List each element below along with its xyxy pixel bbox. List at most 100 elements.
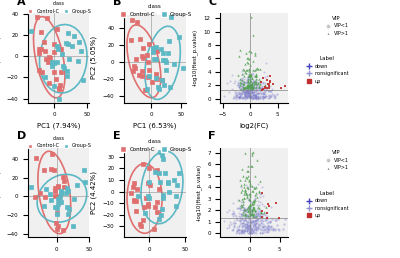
Point <box>251 227 257 231</box>
Point <box>237 94 244 98</box>
Point <box>250 212 256 216</box>
Point <box>226 208 232 212</box>
Point <box>260 80 266 85</box>
Point <box>248 91 254 95</box>
Point <box>249 86 256 91</box>
Point <box>249 80 256 84</box>
Point <box>246 225 252 229</box>
Point <box>140 46 146 50</box>
Point <box>254 214 261 218</box>
Point <box>257 67 264 71</box>
Point <box>258 221 264 225</box>
Point <box>244 91 251 95</box>
Point <box>257 85 263 90</box>
Point <box>145 202 152 206</box>
Point <box>227 79 233 83</box>
Point <box>262 80 268 85</box>
Point <box>249 201 255 206</box>
Point <box>236 83 243 87</box>
Point <box>140 205 147 209</box>
Point <box>258 94 265 99</box>
Point <box>243 224 250 228</box>
Point <box>251 90 257 94</box>
Text: F: F <box>208 131 216 141</box>
Point <box>248 95 254 99</box>
Point <box>252 192 258 197</box>
Point <box>248 204 255 208</box>
Point <box>239 221 246 225</box>
Point <box>248 84 254 88</box>
Point <box>241 74 247 78</box>
Point <box>252 93 258 97</box>
Point <box>245 95 252 99</box>
Point <box>265 226 272 230</box>
Point <box>154 49 160 53</box>
Point <box>267 84 273 88</box>
Point <box>246 179 253 183</box>
Point <box>245 174 252 178</box>
Point <box>241 224 247 228</box>
Point <box>240 85 247 89</box>
Point <box>242 91 248 95</box>
Point <box>255 212 261 216</box>
Point <box>230 96 236 100</box>
Point <box>146 68 152 72</box>
Point <box>250 219 256 223</box>
Point <box>246 94 252 98</box>
Point <box>237 78 243 82</box>
Point <box>233 93 240 97</box>
Point <box>243 96 250 100</box>
Point <box>245 85 252 89</box>
Point <box>245 74 252 78</box>
Point <box>74 59 81 63</box>
Point <box>247 223 254 227</box>
Point <box>250 221 256 225</box>
Point <box>50 50 57 54</box>
Point <box>240 88 247 92</box>
Point <box>248 84 254 88</box>
Point <box>241 86 247 90</box>
Point <box>250 59 256 63</box>
Point <box>241 83 247 87</box>
Point <box>241 210 247 214</box>
Point <box>250 86 256 90</box>
Point <box>266 84 272 88</box>
Point <box>259 94 266 98</box>
Point <box>277 86 284 90</box>
Point <box>252 95 259 99</box>
Point <box>240 205 246 209</box>
Point <box>249 231 256 235</box>
Point <box>248 228 254 232</box>
Point <box>244 176 251 180</box>
Point <box>246 72 252 77</box>
Point <box>238 82 244 86</box>
Point <box>249 93 256 98</box>
Point <box>256 208 263 212</box>
Point <box>255 94 261 98</box>
Point <box>235 197 241 201</box>
Point <box>244 185 250 189</box>
Point <box>245 82 252 86</box>
Point <box>253 226 259 230</box>
Point <box>240 221 246 225</box>
Point <box>242 95 249 99</box>
Point <box>243 94 249 98</box>
Point <box>248 50 254 54</box>
Point <box>241 209 248 213</box>
Point <box>259 215 266 220</box>
Point <box>250 207 257 212</box>
Point <box>254 85 260 89</box>
Point <box>244 210 250 214</box>
Point <box>252 80 258 85</box>
Point <box>266 86 272 90</box>
Point <box>250 230 256 234</box>
Point <box>49 152 56 156</box>
Point <box>239 167 245 171</box>
Point <box>246 91 252 95</box>
Point <box>262 85 268 89</box>
Point <box>228 73 235 77</box>
Point <box>227 220 233 224</box>
Point <box>54 184 61 188</box>
Point <box>256 87 263 91</box>
Point <box>268 217 275 221</box>
